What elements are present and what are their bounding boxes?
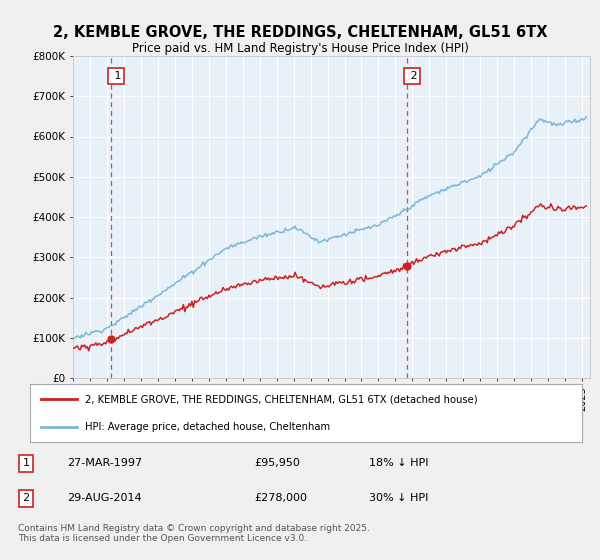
Text: 27-MAR-1997: 27-MAR-1997 [67, 459, 142, 468]
Text: 2, KEMBLE GROVE, THE REDDINGS, CHELTENHAM, GL51 6TX: 2, KEMBLE GROVE, THE REDDINGS, CHELTENHA… [53, 25, 547, 40]
Text: 1: 1 [22, 459, 29, 468]
Text: Contains HM Land Registry data © Crown copyright and database right 2025.
This d: Contains HM Land Registry data © Crown c… [18, 524, 370, 543]
Text: HPI: Average price, detached house, Cheltenham: HPI: Average price, detached house, Chel… [85, 422, 331, 432]
Text: 2: 2 [407, 71, 417, 81]
Text: £95,950: £95,950 [254, 459, 300, 468]
Text: 2: 2 [22, 493, 29, 503]
Text: 2, KEMBLE GROVE, THE REDDINGS, CHELTENHAM, GL51 6TX (detached house): 2, KEMBLE GROVE, THE REDDINGS, CHELTENHA… [85, 394, 478, 404]
Text: 1: 1 [111, 71, 122, 81]
Text: 30% ↓ HPI: 30% ↓ HPI [369, 493, 428, 503]
Text: Price paid vs. HM Land Registry's House Price Index (HPI): Price paid vs. HM Land Registry's House … [131, 42, 469, 55]
Text: 18% ↓ HPI: 18% ↓ HPI [369, 459, 428, 468]
Text: 29-AUG-2014: 29-AUG-2014 [67, 493, 142, 503]
Text: £278,000: £278,000 [254, 493, 307, 503]
